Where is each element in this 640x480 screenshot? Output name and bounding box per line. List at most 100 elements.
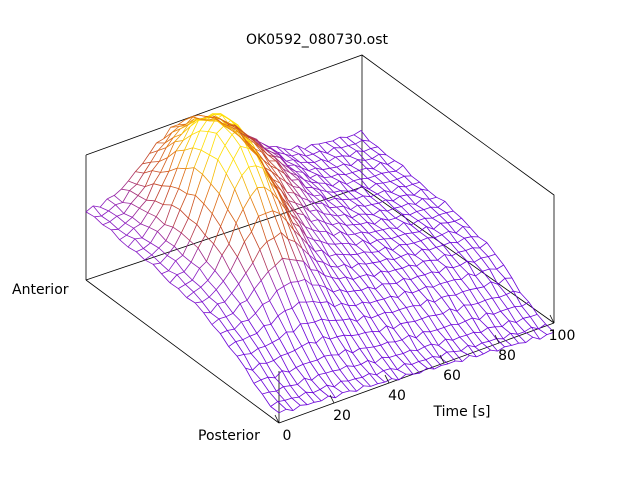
mesh-segment: [307, 321, 315, 324]
mesh-segment: [411, 364, 421, 374]
mesh-segment: [413, 240, 421, 244]
mesh-segment: [356, 315, 365, 322]
mesh-segment: [271, 171, 281, 184]
mesh-segment: [260, 148, 270, 162]
mesh-segment: [311, 144, 321, 152]
mesh-segment: [197, 235, 206, 249]
mesh-segment: [409, 214, 419, 221]
mesh-segment: [256, 325, 265, 334]
mesh-segment: [240, 146, 250, 168]
mesh-segment: [367, 286, 378, 301]
mesh-segment: [356, 150, 364, 152]
mesh-segment: [341, 199, 351, 210]
mesh-segment: [308, 199, 316, 204]
mesh-segment: [93, 205, 101, 208]
mesh-segment: [364, 204, 372, 207]
mesh-segment: [323, 355, 334, 372]
mesh-segment: [322, 167, 330, 171]
mesh-segment: [473, 332, 483, 344]
mesh-segment: [305, 187, 315, 197]
mesh-segment: [431, 271, 441, 284]
mesh-segment: [218, 318, 228, 331]
mesh-segment: [467, 260, 475, 263]
mesh-segment: [389, 283, 399, 298]
mesh-segment: [369, 140, 379, 148]
mesh-segment: [437, 207, 447, 214]
mesh-segment: [363, 148, 371, 152]
mesh-segment: [175, 149, 185, 152]
mesh-segment: [378, 251, 388, 260]
mesh-segment: [276, 290, 286, 311]
mesh-segment: [386, 325, 396, 343]
mesh-segment: [348, 243, 356, 246]
mesh-segment: [308, 342, 318, 361]
mesh-segment: [431, 217, 441, 224]
mesh-segment: [515, 317, 524, 323]
mesh-segment: [522, 318, 532, 328]
mesh-segment: [193, 286, 202, 293]
mesh-segment: [406, 194, 416, 205]
mesh-segment: [357, 204, 365, 207]
x-tick-mark: [549, 314, 555, 324]
mesh-segment: [476, 353, 484, 358]
mesh-segment: [341, 243, 351, 256]
mesh-segment: [370, 314, 379, 319]
mesh-segment: [243, 132, 253, 139]
mesh-segment: [434, 297, 442, 303]
mesh-segment: [297, 384, 307, 393]
mesh-segment: [317, 355, 325, 361]
mesh-segment: [349, 318, 359, 335]
mesh-segment: [314, 162, 323, 171]
mesh-segment: [304, 279, 314, 302]
mesh-segment: [374, 362, 384, 371]
mesh-segment: [312, 187, 322, 196]
mesh-segment: [286, 159, 294, 162]
mesh-segment: [222, 123, 232, 128]
mesh-segment: [361, 286, 369, 291]
mesh-segment: [269, 181, 279, 200]
mesh-segment: [407, 253, 417, 267]
mesh-segment: [464, 237, 474, 249]
mesh-segment: [387, 160, 395, 165]
chart-title: OK0592_080730.ost: [246, 32, 389, 48]
mesh-segment: [444, 201, 454, 212]
mesh-segment: [197, 247, 207, 262]
mesh-segment: [269, 290, 278, 302]
mesh-segment: [262, 300, 270, 305]
x-tick-mark: [439, 354, 445, 364]
mesh-segment: [261, 393, 271, 407]
mesh-segment: [374, 175, 384, 184]
mesh-segment: [480, 257, 490, 270]
mesh-segment: [246, 300, 256, 314]
mesh-segment: [332, 180, 340, 187]
mesh-segment: [363, 385, 371, 387]
mesh-segment: [207, 280, 217, 290]
mesh-segment: [312, 301, 323, 320]
mesh-segment: [367, 221, 376, 232]
mesh-segment: [427, 299, 437, 316]
mesh-segment: [386, 210, 396, 219]
x-tick-mark: [494, 334, 500, 344]
mesh-segment: [359, 167, 367, 171]
mesh-segment: [323, 177, 333, 187]
mesh-segment: [203, 312, 213, 325]
mesh-segment: [403, 278, 413, 294]
mesh-segment: [372, 262, 382, 272]
mesh-segment: [224, 134, 233, 146]
mesh-segment: [289, 172, 299, 180]
mesh-segment: [275, 258, 283, 266]
mesh-segment: [412, 183, 422, 190]
mesh-segment: [329, 336, 338, 340]
mesh-segment: [276, 386, 284, 392]
mesh-segment: [500, 310, 510, 321]
mesh-segment: [339, 289, 348, 293]
mesh-segment: [364, 160, 374, 170]
mesh-segment: [176, 271, 185, 276]
mesh-segment: [384, 190, 394, 202]
mesh-segment: [101, 215, 111, 223]
mesh-segment: [352, 276, 361, 280]
mesh-segment: [337, 214, 345, 217]
mesh-segment: [365, 263, 375, 277]
mesh-segment: [303, 179, 313, 188]
mesh-segment: [412, 372, 421, 375]
